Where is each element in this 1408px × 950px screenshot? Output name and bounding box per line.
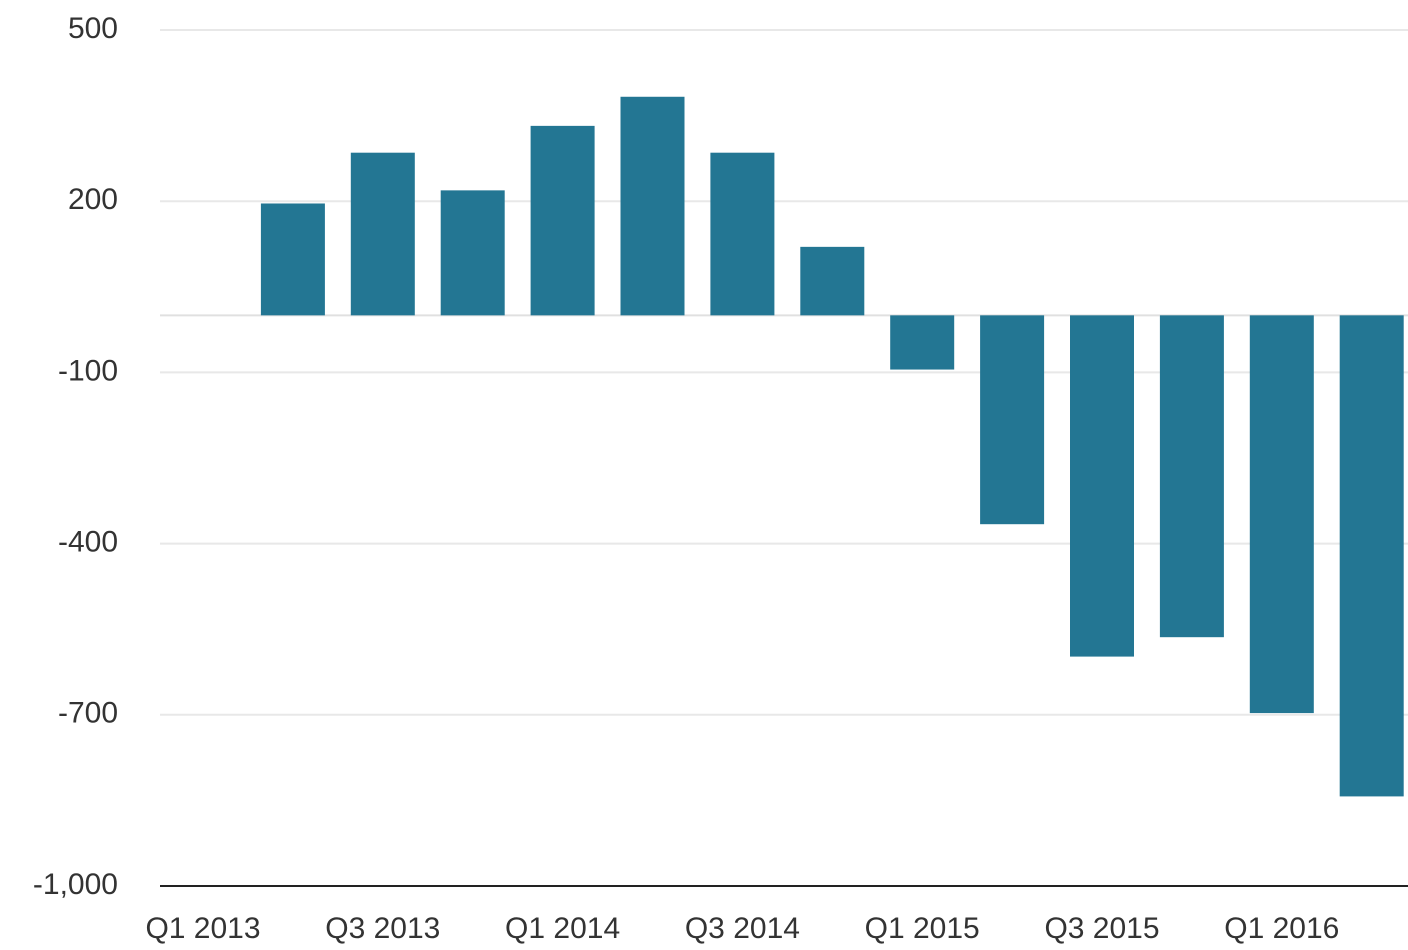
bar [620,96,685,316]
bar [1070,315,1134,657]
bar [350,152,415,316]
x-tick-label: Q1 2016 [1224,912,1339,945]
y-tick-label: 500 [68,12,118,45]
bar [260,203,325,316]
y-tick-label: -100 [58,354,118,387]
bar [440,190,505,316]
x-tick-label: Q3 2013 [325,912,440,945]
bar [1339,315,1404,797]
x-tick-label: Q1 2014 [505,912,620,945]
bar [800,246,865,316]
y-tick-label: -700 [58,697,118,730]
bar [710,152,775,316]
y-tick-label: 200 [68,183,118,216]
y-tick-label: -400 [58,526,118,559]
bar [1159,315,1224,638]
bar [1249,315,1314,714]
bar [980,315,1045,525]
bar [890,315,955,370]
x-tick-label: Q3 2014 [685,912,800,945]
bar [530,125,595,316]
x-tick-label: Q3 2015 [1044,912,1159,945]
y-tick-label: -1,000 [33,868,118,901]
x-tick-label: Q1 2015 [865,912,980,945]
x-tick-label: Q1 2013 [145,912,260,945]
